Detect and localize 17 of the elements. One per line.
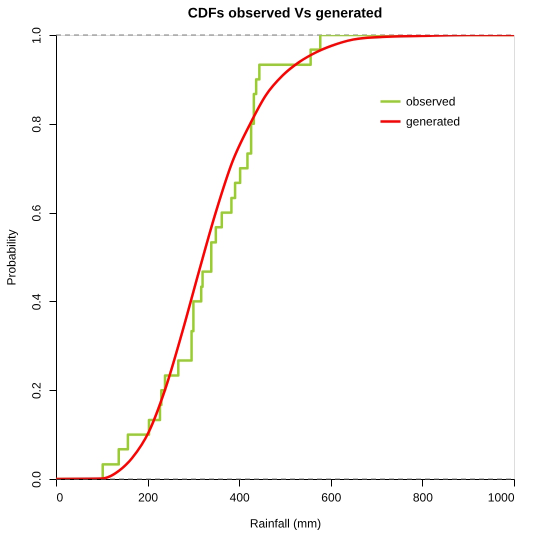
x-tick-label: 600 <box>321 490 342 504</box>
x-tick-label: 0 <box>56 490 64 504</box>
x-tick-label: 1000 <box>488 490 515 504</box>
legend-label: generated <box>406 114 460 128</box>
y-tick-label: 0.4 <box>30 293 44 310</box>
x-tick-label: 200 <box>138 490 158 504</box>
x-tick-label: 400 <box>230 490 250 504</box>
y-tick-label: 0.8 <box>30 116 44 133</box>
y-tick-label: 0.2 <box>30 382 44 400</box>
y-axis-title: Probability <box>4 229 18 286</box>
x-axis-title: Rainfall (mm) <box>250 516 322 530</box>
y-tick-label: 1.0 <box>30 26 44 44</box>
x-tick-label: 800 <box>412 490 434 504</box>
y-tick-label: 0.0 <box>30 470 44 488</box>
legend-label: observed <box>406 94 456 108</box>
y-tick-label: 0.6 <box>30 204 44 222</box>
chart-title: CDFs observed Vs generated <box>188 4 382 21</box>
